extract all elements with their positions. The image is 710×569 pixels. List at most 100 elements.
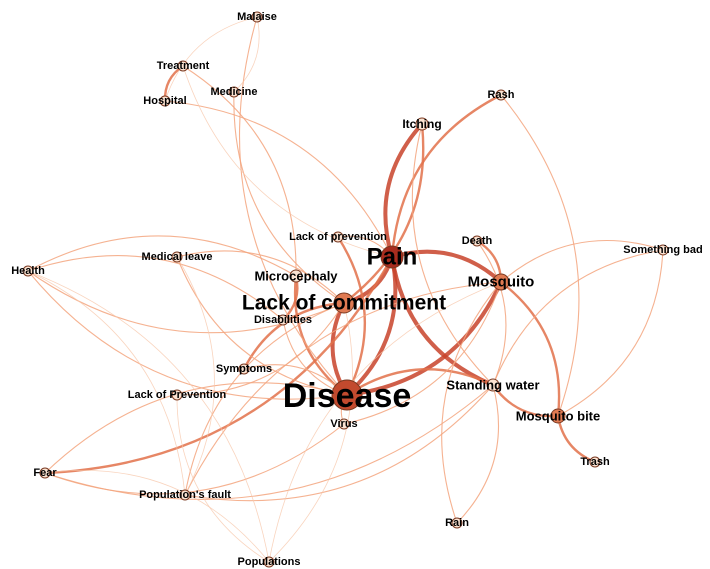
- label-layer: Malaise Treatment Hospital Medicine Rash Itch…: [11, 11, 703, 568]
- label-something-bad: Something bad: [623, 244, 702, 256]
- node-populations: [263, 556, 275, 568]
- label-disabilities: Disabilities: [254, 314, 312, 326]
- node-something-bad: [657, 244, 669, 256]
- label-populations: Populations: [238, 556, 301, 568]
- edge-medical_leave-lack_commitment: [176, 250, 345, 304]
- node-populations-fault: [179, 489, 191, 501]
- label-mosquito: Mosquito: [468, 274, 535, 291]
- edge-populations_fault-lack_commitment: [184, 302, 345, 496]
- edge-itching-lack_commitment: [342, 122, 425, 305]
- node-itching: [415, 117, 429, 131]
- node-medical-leave: [171, 251, 183, 263]
- edge-treatment-microcephaly: [182, 65, 297, 277]
- label-malaise: Malaise: [237, 11, 277, 23]
- edge-malaise-hospital: [164, 16, 258, 102]
- edge-health-populations_fault: [27, 270, 186, 496]
- edge-rash-pain: [390, 93, 503, 259]
- edge-fear-standing_water: [44, 384, 494, 500]
- edge-rain-mosquito: [441, 281, 502, 524]
- label-microcephaly: Microcephaly: [254, 269, 338, 284]
- edge-lack_prev_top-disease: [336, 235, 367, 397]
- node-lack-commitment: [333, 292, 355, 314]
- edge-medical_leave-populations_fault: [176, 256, 215, 496]
- node-fear: [39, 467, 51, 479]
- node-microcephaly: [289, 269, 303, 283]
- edge-health-disease: [27, 270, 348, 400]
- edge-something_bad-mosquito_bite: [557, 249, 664, 417]
- edge-lack_prev_low-populations: [176, 394, 270, 563]
- label-mosquito-bite: Mosquito bite: [516, 409, 601, 424]
- edge-death-standing_water: [476, 240, 507, 386]
- label-fear: Fear: [33, 467, 57, 479]
- label-treatment: Treatment: [157, 60, 210, 72]
- edge-rain-standing_water: [456, 384, 499, 524]
- edge-medicine-lack_commitment: [233, 91, 345, 304]
- node-lack-prev-top: [332, 231, 344, 243]
- edge-fear-pain: [43, 255, 394, 475]
- label-lack-prev-top: Lack of prevention: [289, 231, 387, 243]
- label-pain: Pain: [367, 244, 418, 271]
- node-layer: [22, 11, 669, 568]
- edge-fear-virus: [44, 423, 345, 495]
- node-malaise: [251, 11, 263, 23]
- label-health: Health: [11, 265, 45, 277]
- edge-rash-mosquito_bite: [500, 94, 580, 417]
- label-disease: Disease: [283, 377, 412, 415]
- label-lack-commitment: Lack of commitment: [242, 292, 446, 315]
- node-disabilities: [277, 314, 289, 326]
- edge-lack_prev_low-lack_commitment: [176, 302, 345, 396]
- node-mosquito: [492, 273, 510, 291]
- edge-itching-pain: [383, 122, 424, 259]
- edge-treatment-pain: [182, 65, 393, 258]
- edge-populations_fault-mosquito: [184, 281, 502, 496]
- node-symptoms: [238, 363, 250, 375]
- edge-malaise-disease: [238, 16, 348, 396]
- edge-populations-health: [27, 270, 270, 563]
- label-trash: Trash: [580, 456, 610, 468]
- label-lack-prev-low: Lack of Prevention: [128, 389, 227, 401]
- label-itching: Itching: [402, 117, 441, 131]
- label-death: Death: [462, 235, 493, 247]
- label-rain: Rain: [445, 517, 469, 529]
- edge-pain-mosquito: [390, 249, 503, 284]
- label-medical-leave: Medical leave: [142, 251, 213, 263]
- edge-fear-disease: [44, 382, 348, 474]
- node-standing-water: [486, 378, 500, 392]
- label-symptoms: Symptoms: [216, 363, 272, 375]
- edge-health-microcephaly: [27, 235, 297, 277]
- node-trash: [589, 456, 601, 468]
- label-virus: Virus: [330, 418, 357, 430]
- edge-itching-standing_water: [411, 123, 494, 386]
- edge-something_bad-mosquito: [500, 240, 664, 283]
- node-medicine: [228, 86, 240, 98]
- label-medicine: Medicine: [210, 86, 257, 98]
- edge-health-disabilities: [27, 255, 284, 321]
- edge-layer: [27, 16, 664, 563]
- node-virus: [338, 418, 350, 430]
- edge-hospital-pain: [164, 100, 393, 258]
- node-hospital: [159, 95, 171, 107]
- node-disease: [331, 379, 363, 411]
- edge-fear-populations: [44, 470, 270, 563]
- label-standing-water: Standing water: [446, 378, 539, 393]
- edge-malaise-medicine: [233, 16, 260, 93]
- edge-virus-mosquito: [343, 281, 502, 425]
- label-hospital: Hospital: [143, 95, 186, 107]
- node-death: [471, 235, 483, 247]
- edge-populations-lack_commitment: [268, 302, 353, 563]
- node-treatment: [177, 60, 189, 72]
- edge-mosquito-mosquito_bite: [499, 280, 561, 418]
- node-mosquito-bite: [550, 408, 566, 424]
- node-rash: [495, 89, 507, 101]
- edge-health-lack_commitment: [27, 270, 345, 334]
- label-rash: Rash: [488, 89, 515, 101]
- node-health: [22, 265, 34, 277]
- edge-populations_fault-standing_water: [184, 384, 494, 502]
- edge-disease-standing_water: [345, 368, 495, 397]
- node-rain: [451, 517, 463, 529]
- edge-disease-pain: [345, 255, 398, 397]
- edge-something_bad-standing_water: [492, 249, 664, 386]
- node-pain: [380, 245, 404, 269]
- node-lack-prev-low: [171, 389, 183, 401]
